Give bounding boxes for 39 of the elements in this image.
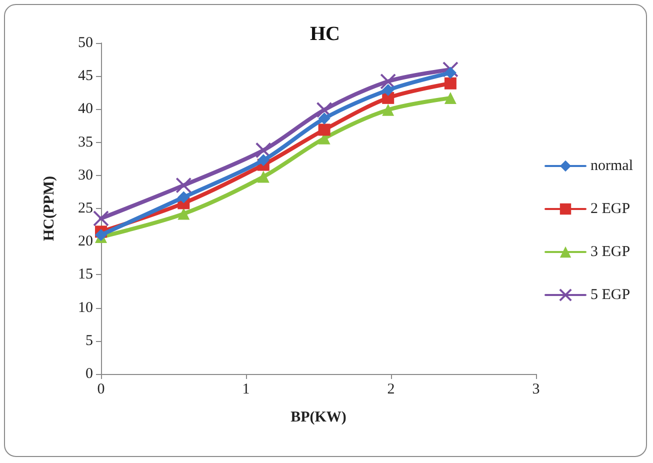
y-tick-label: 30 xyxy=(78,167,93,184)
point xyxy=(442,61,458,78)
y-tick-label: 50 xyxy=(78,35,93,51)
point xyxy=(318,124,330,136)
point xyxy=(380,73,396,90)
point xyxy=(316,102,332,118)
y-tick-label: 15 xyxy=(78,266,93,283)
y-tick-label: 35 xyxy=(78,134,93,150)
legend-label: 2 EGP xyxy=(590,201,630,217)
x-tick-label: 3 xyxy=(532,382,540,398)
x-tick-label: 1 xyxy=(242,382,250,398)
point xyxy=(382,84,394,96)
y-tick-label: 5 xyxy=(86,332,93,349)
legend-label: normal xyxy=(590,158,634,174)
y-tick-label: 0 xyxy=(86,366,93,382)
y-tick-label: 10 xyxy=(78,300,93,316)
y-tick-label: 20 xyxy=(78,234,93,250)
point xyxy=(257,170,270,183)
point xyxy=(444,92,456,104)
y-tick-label: 40 xyxy=(78,101,93,118)
chart-title: HC xyxy=(310,23,340,45)
legend-label: 3 EGP xyxy=(590,244,630,260)
point xyxy=(178,208,190,220)
point xyxy=(176,177,192,194)
point xyxy=(444,77,456,90)
point xyxy=(318,112,330,124)
point xyxy=(257,154,270,166)
x-axis-title: BP(KW) xyxy=(290,410,346,426)
y-axis-title: HC(PPM) xyxy=(42,176,58,241)
point xyxy=(255,142,272,158)
point xyxy=(382,104,394,116)
x-tick-label: 0 xyxy=(97,382,105,398)
x-tick-label: 2 xyxy=(387,382,395,398)
legend-label: 5 EGP xyxy=(590,287,630,303)
point xyxy=(178,191,190,204)
point xyxy=(444,66,456,79)
y-tick-label: 45 xyxy=(78,68,93,84)
y-tick-label: 25 xyxy=(78,200,93,216)
point xyxy=(93,210,109,226)
